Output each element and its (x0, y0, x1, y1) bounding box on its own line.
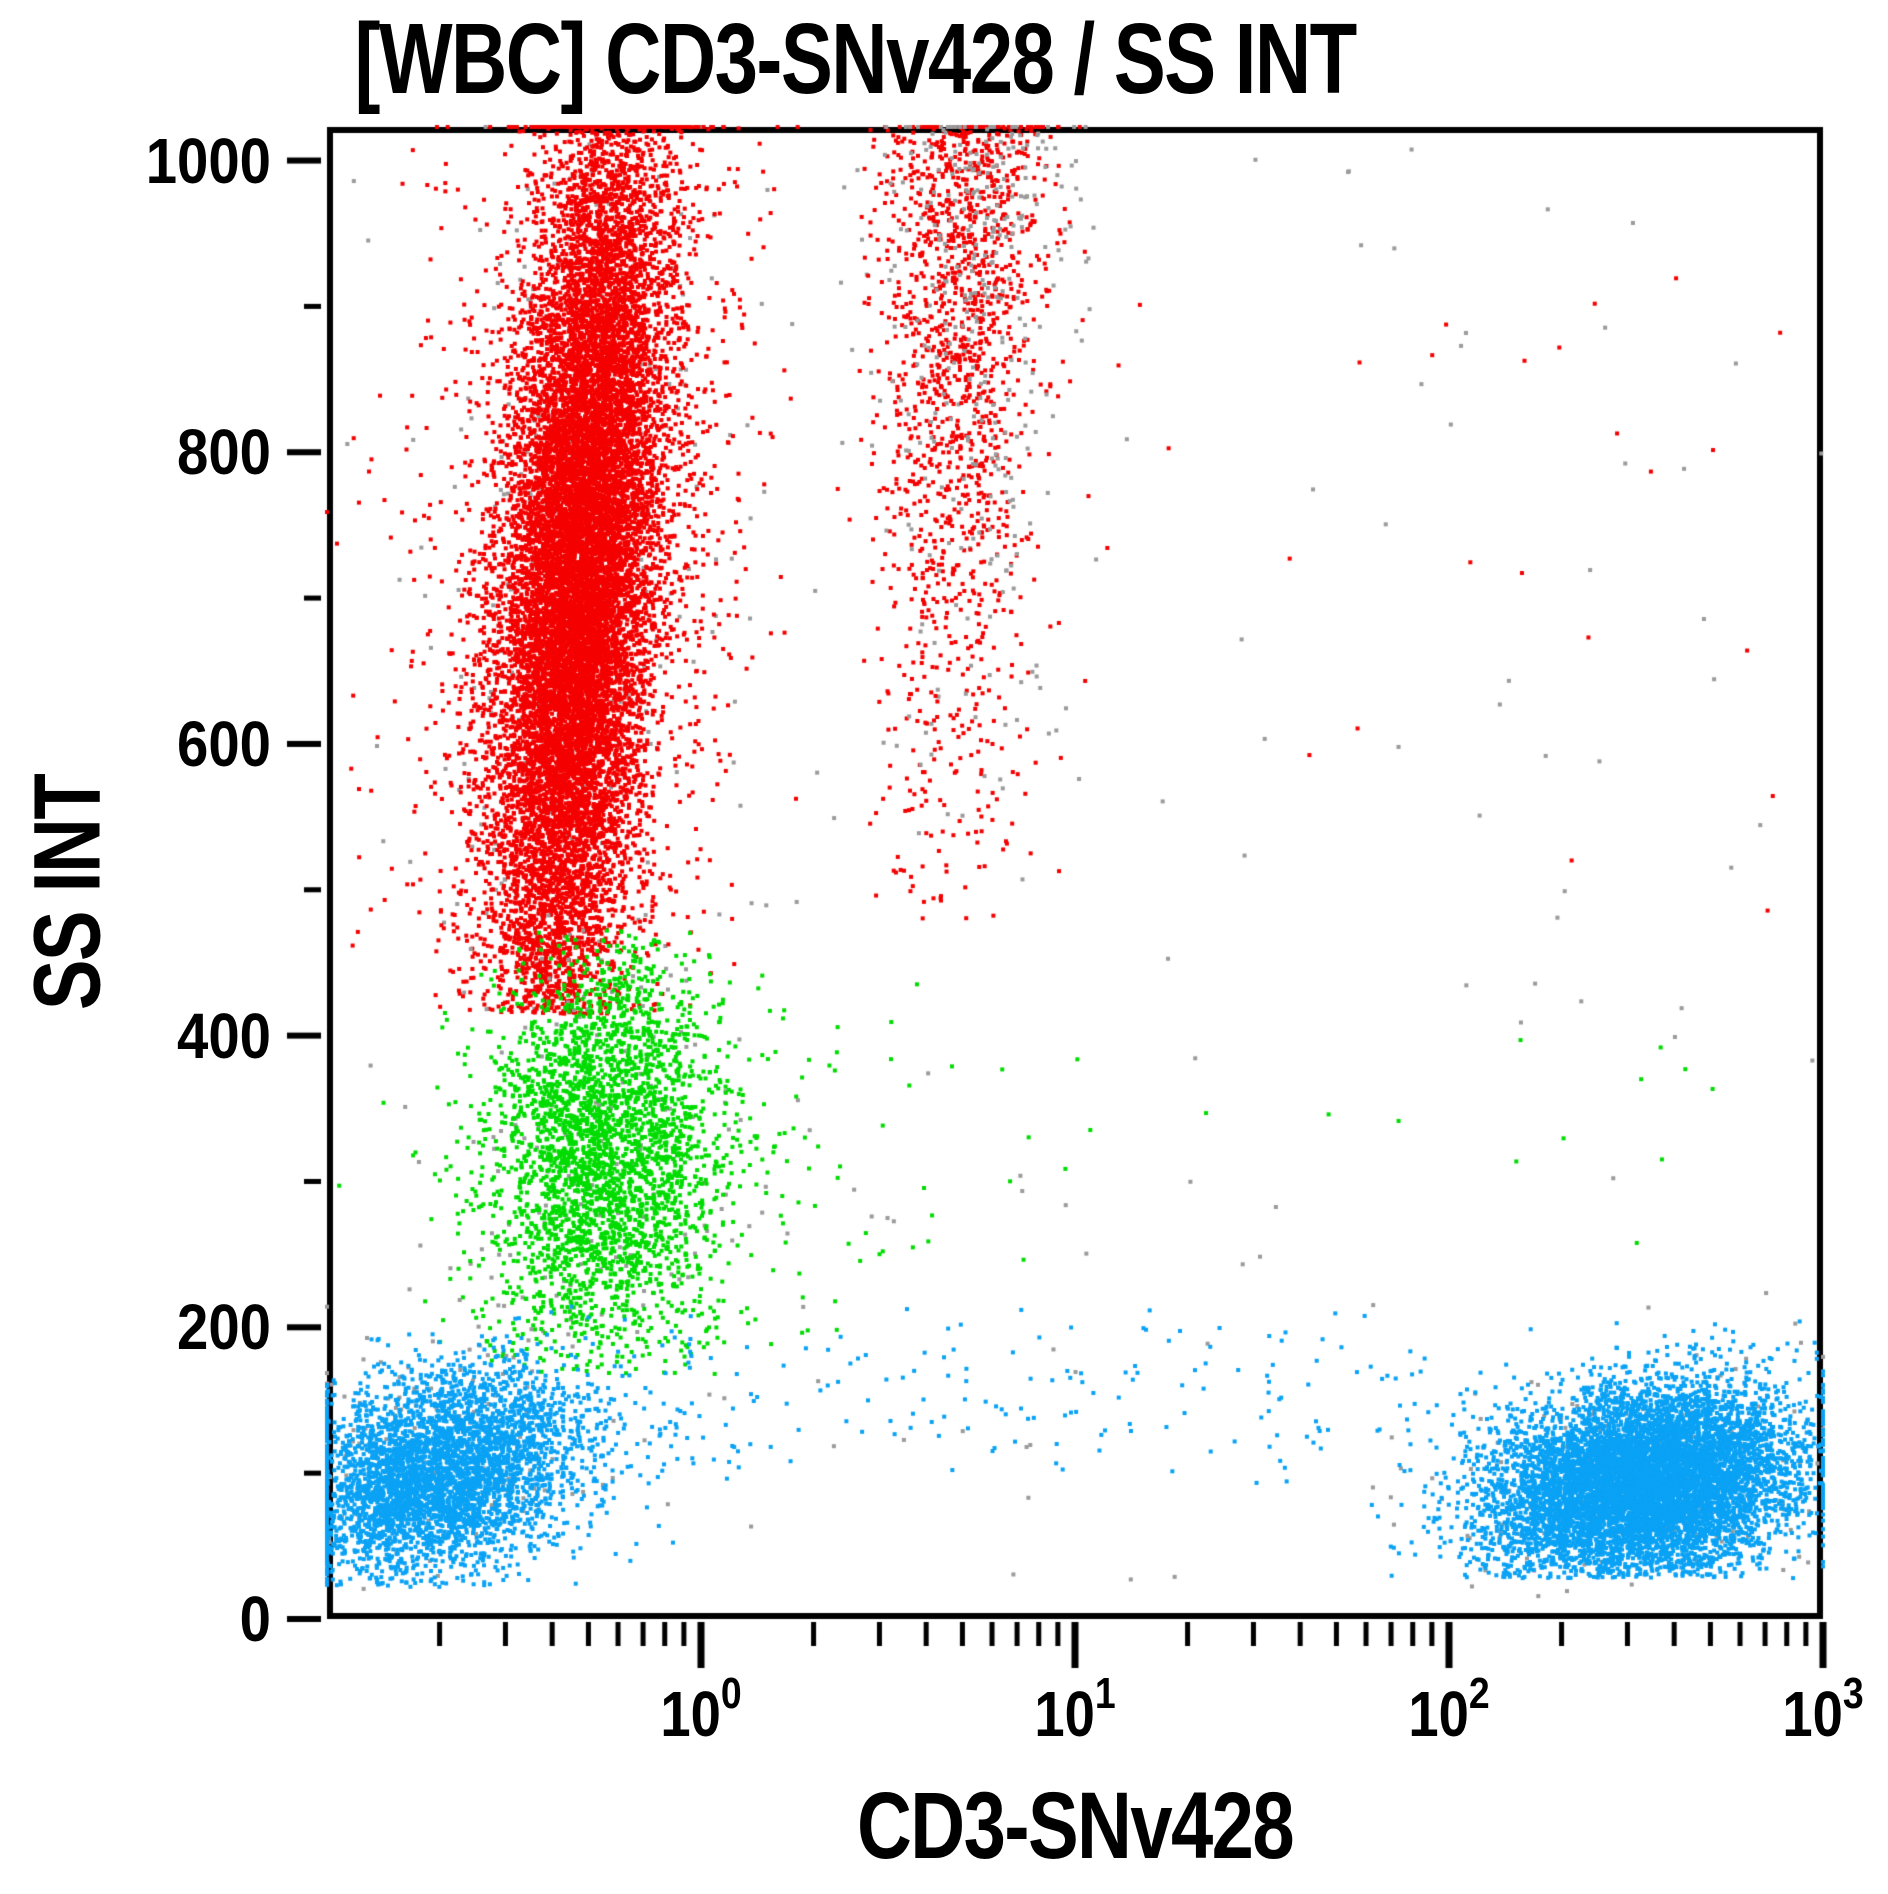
y-tick-label: 600 (177, 707, 271, 780)
x-tick-label: 100 (660, 1669, 742, 1750)
y-tick-label: 1000 (145, 124, 271, 197)
y-tick-label: 800 (177, 416, 271, 489)
x-tick-label: 102 (1408, 1669, 1490, 1750)
page-title: [WBC] CD3-SNv428 / SS INT (354, 3, 1358, 115)
x-axis-title: CD3-SNv428 (857, 1773, 1295, 1879)
y-tick-label: 0 (239, 1583, 271, 1655)
y-tick-label: 400 (177, 999, 271, 1072)
y-tick-label: 200 (177, 1291, 271, 1364)
x-tick-label: 103 (1782, 1669, 1864, 1750)
x-tick-label: 101 (1034, 1669, 1116, 1750)
